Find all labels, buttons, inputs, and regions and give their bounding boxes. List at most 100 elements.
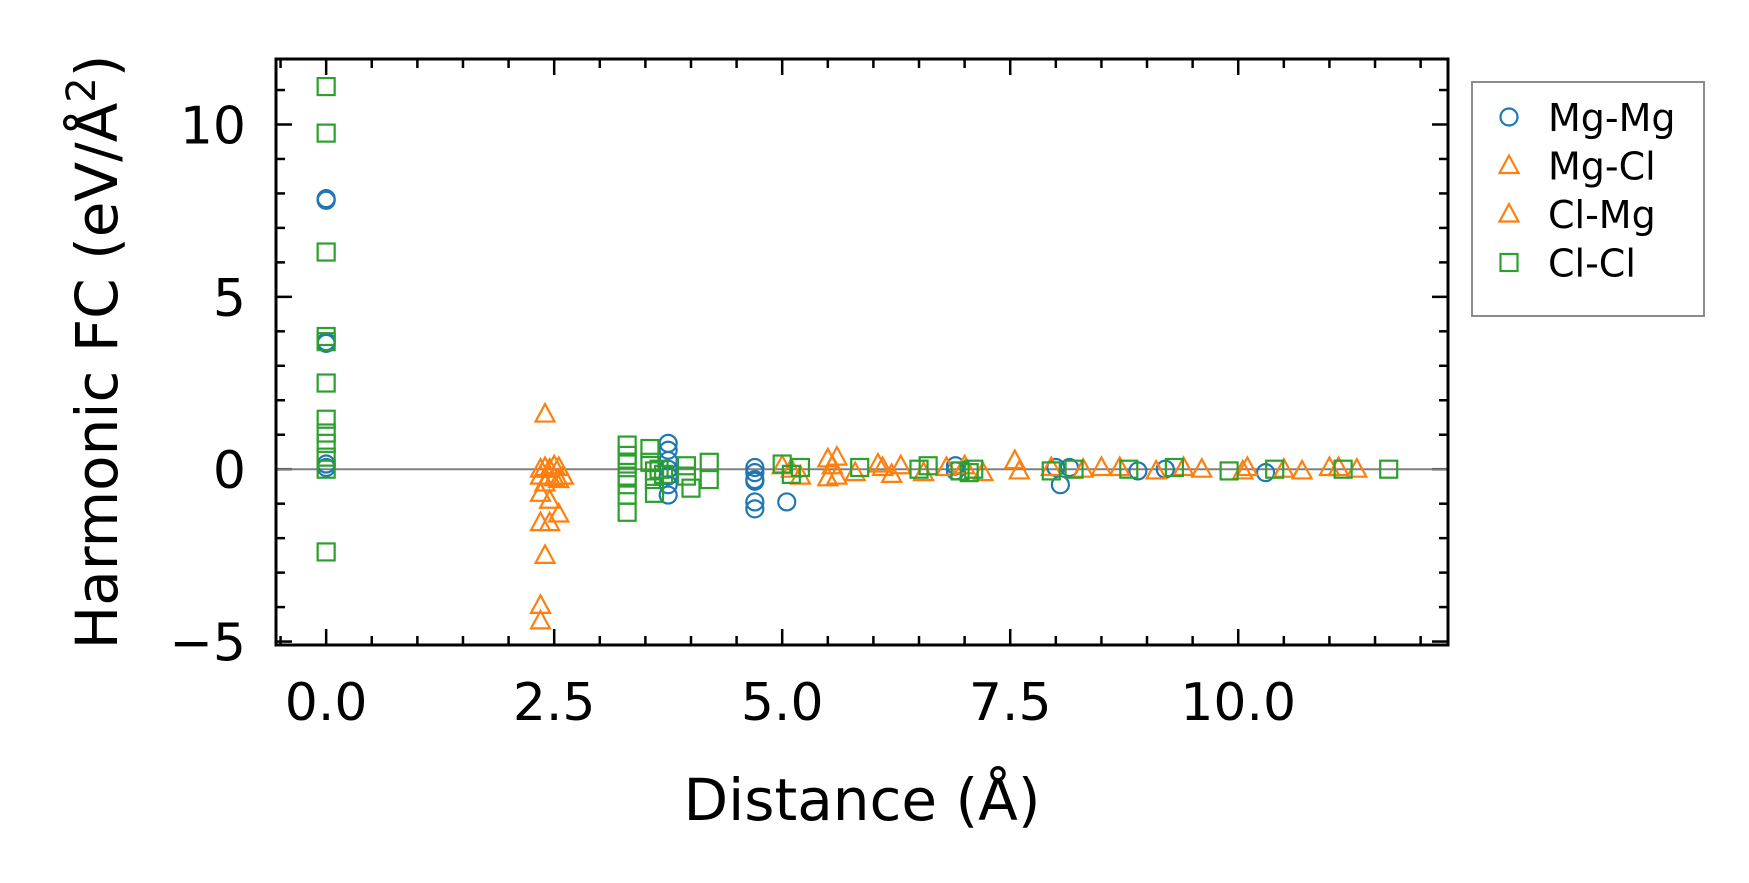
data-point — [745, 499, 765, 519]
legend-marker — [1499, 107, 1519, 127]
data-point — [316, 373, 336, 393]
data-point — [1090, 455, 1113, 477]
x-tick-label: 10.0 — [1180, 673, 1296, 733]
series-cl-cl — [316, 76, 1399, 562]
x-tick-label: 0.0 — [285, 673, 368, 733]
data-point — [658, 440, 678, 460]
data-point — [654, 464, 674, 484]
data-point — [529, 481, 552, 502]
data-point — [699, 469, 719, 490]
data-points — [316, 76, 1399, 630]
data-point — [1007, 458, 1031, 480]
data-point — [959, 463, 979, 483]
legend-label: Mg-Cl — [1548, 145, 1656, 189]
data-point — [533, 543, 557, 564]
data-point — [316, 423, 336, 443]
plot-frame — [274, 57, 1450, 647]
y-axis-label-superscript: 2 — [59, 77, 105, 102]
x-axis-label: Distance (Å) — [684, 765, 1041, 834]
data-point — [1333, 459, 1353, 479]
data-point — [316, 123, 336, 143]
data-point — [866, 451, 890, 473]
data-point — [745, 492, 765, 512]
x-tick-label: 5.0 — [741, 673, 824, 733]
legend-box — [1471, 81, 1705, 317]
y-tick-label: 5 — [213, 269, 246, 329]
data-point — [640, 438, 660, 459]
data-point — [889, 453, 913, 475]
legend-marker — [1497, 153, 1521, 175]
data-point — [1039, 455, 1063, 477]
data-point — [551, 463, 575, 485]
data-point — [316, 332, 336, 352]
x-tick-labels: 0.0 2.5 5.0 7.5 10.0 — [285, 673, 1296, 733]
legend-marker — [1499, 252, 1519, 273]
data-point — [1290, 458, 1314, 480]
data-point — [316, 542, 336, 562]
data-point — [1144, 458, 1168, 480]
data-point — [542, 465, 566, 487]
data-point — [529, 608, 552, 630]
data-point — [1190, 456, 1214, 478]
data-point — [316, 409, 336, 429]
y-axis-label: Harmonic FC (eV/Å2) — [59, 55, 131, 650]
data-point — [1041, 461, 1061, 481]
data-point — [547, 501, 571, 523]
data-point — [1064, 459, 1084, 479]
data-point — [547, 467, 571, 489]
data-point — [542, 453, 566, 475]
data-point — [1219, 461, 1239, 481]
data-point — [644, 483, 665, 503]
data-point — [871, 455, 894, 477]
data-point — [816, 465, 840, 487]
data-point — [825, 463, 849, 485]
y-tick-label: 0 — [213, 441, 246, 501]
data-point — [617, 475, 637, 495]
data-point — [1164, 457, 1184, 478]
data-point — [1119, 459, 1139, 479]
data-point — [676, 466, 697, 486]
y-axis-label-main: Harmonic FC (eV/Å — [62, 102, 131, 649]
y-tick-label: −5 — [169, 614, 246, 674]
data-point — [316, 459, 336, 479]
data-point — [918, 456, 938, 476]
data-point — [538, 510, 561, 532]
data-point — [316, 447, 336, 467]
data-point — [745, 463, 765, 483]
legend-label: Cl-Cl — [1548, 242, 1636, 286]
data-point — [617, 502, 637, 522]
data-point — [850, 457, 870, 478]
data-point — [617, 435, 637, 455]
data-point — [777, 492, 797, 512]
data-point — [533, 401, 557, 423]
data-point — [745, 457, 765, 478]
data-point — [316, 190, 336, 210]
data-point — [1265, 459, 1285, 479]
data-point — [676, 456, 697, 476]
y-tick-label: 10 — [180, 96, 246, 156]
y-axis-label-close: ) — [63, 55, 131, 78]
y-tick-labels: −5 0 5 10 — [169, 96, 246, 673]
data-point — [1379, 459, 1399, 479]
legend-label: Mg-Mg — [1548, 96, 1676, 140]
data-point — [821, 453, 844, 475]
data-point — [316, 76, 336, 97]
data-point — [649, 459, 669, 479]
legend-label: Cl-Mg — [1548, 193, 1656, 237]
data-point — [1235, 455, 1259, 477]
data-point — [964, 459, 984, 479]
legend-marker — [1497, 201, 1521, 223]
x-tick-label: 7.5 — [969, 673, 1052, 733]
plot-area-background — [276, 59, 1448, 645]
data-point — [790, 457, 811, 478]
data-point — [617, 454, 637, 474]
data-point — [316, 242, 336, 262]
data-point — [316, 433, 336, 453]
data-point — [745, 471, 765, 491]
data-point — [538, 487, 561, 509]
x-tick-label: 2.5 — [513, 673, 596, 733]
data-point — [658, 485, 678, 505]
